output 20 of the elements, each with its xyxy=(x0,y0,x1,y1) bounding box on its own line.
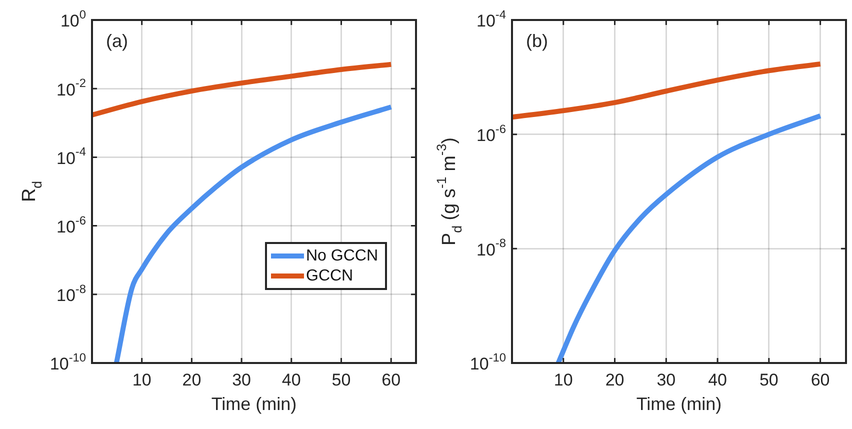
x-tick-label: 30 xyxy=(232,370,252,390)
x-tick-label: 30 xyxy=(656,370,676,390)
x-axis-title: Time (min) xyxy=(636,394,722,414)
legend-label: No GCCN xyxy=(306,247,378,264)
annotation: (a) xyxy=(106,30,128,51)
y-axis-title: Rd xyxy=(19,180,44,202)
x-axis-title: Time (min) xyxy=(211,394,297,414)
x-tick-label: 40 xyxy=(282,370,301,390)
legend-label: GCCN xyxy=(306,267,354,284)
x-tick-label: 50 xyxy=(759,370,778,390)
x-tick-label: 60 xyxy=(382,370,401,390)
x-tick-label: 60 xyxy=(810,370,830,390)
y-axis-title: Pd (g s-1 m-3) xyxy=(434,137,464,246)
x-tick-label: 10 xyxy=(132,370,152,390)
x-tick-label: 40 xyxy=(708,370,728,390)
x-tick-label: 50 xyxy=(332,370,351,390)
annotation: (b) xyxy=(526,30,548,51)
x-tick-label: 20 xyxy=(605,370,624,390)
x-tick-label: 10 xyxy=(554,370,573,390)
x-tick-label: 20 xyxy=(182,370,202,390)
